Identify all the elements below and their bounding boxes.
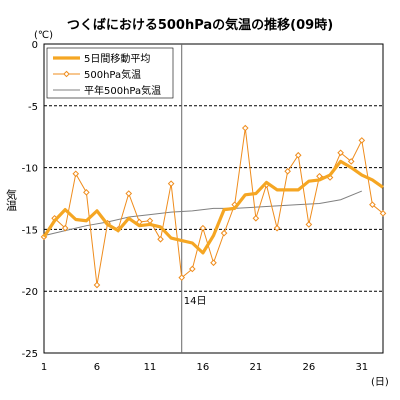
y-tick-label: -20	[22, 287, 38, 298]
temp-point-marker	[294, 151, 302, 159]
grid	[44, 105, 383, 292]
temp-point-marker	[358, 137, 366, 144]
x-tick-label: 21	[250, 362, 263, 373]
y-tick-label: 0	[32, 40, 38, 51]
temp-point-marker	[83, 189, 90, 196]
x-tick-label: 6	[94, 362, 100, 373]
x-tick-label: 1	[41, 362, 47, 373]
legend-label-moving-avg: 5日間移動平均	[84, 52, 150, 65]
temp-point-marker	[199, 224, 207, 232]
axes: 0-5-10-15-20-251 6 11 16 21 26 31(℃)(日)気温	[5, 30, 389, 388]
x-tick-label: 11	[144, 362, 157, 373]
temp-point-marker	[379, 210, 387, 217]
series-layer	[40, 124, 387, 289]
x-unit-label: (日)	[371, 377, 389, 388]
temp-point-marker	[337, 149, 344, 157]
temp-point-marker	[241, 124, 249, 132]
temp-point-marker	[220, 229, 228, 237]
temp-point-marker	[284, 168, 291, 175]
temp-point-marker	[157, 235, 164, 243]
series-line-normal	[43, 190, 363, 237]
legend-label-temp: 500hPa気温	[84, 68, 141, 81]
y-tick-label: -15	[22, 225, 38, 236]
plot-frame	[43, 43, 384, 354]
y-tick-label: -25	[22, 349, 38, 360]
temp-point-marker	[61, 224, 69, 232]
x-tick-label: 26	[302, 362, 315, 373]
annotation-label: 14日	[184, 296, 207, 307]
temp-point-marker	[93, 281, 101, 289]
temp-point-marker	[72, 170, 80, 178]
y-unit-label: (℃)	[34, 30, 53, 41]
y-tick-label: -10	[22, 164, 38, 175]
annotation: 14日	[181, 44, 207, 353]
temp-point-marker	[273, 224, 281, 232]
temp-point-marker	[305, 221, 313, 228]
temp-point-marker	[178, 274, 186, 281]
temp-point-marker	[146, 217, 154, 225]
temp-point-marker	[347, 158, 355, 165]
y-axis-label: 気温	[5, 188, 18, 211]
series-line-moving-avg	[42, 159, 384, 255]
temp-point-marker	[252, 214, 260, 222]
temp-point-marker	[189, 265, 196, 273]
x-tick-label: 31	[355, 362, 368, 373]
temp-point-marker	[369, 201, 376, 208]
temp-point-marker	[125, 190, 133, 197]
x-tick-label: 16	[197, 362, 210, 373]
temp-point-marker	[167, 180, 175, 187]
temp-point-marker	[210, 259, 217, 267]
legend-swatch-temp-marker	[63, 70, 70, 78]
y-tick-label: -5	[28, 102, 38, 113]
chart-title: つくばにおける500hPaの気温の推移(09時)	[66, 18, 334, 33]
legend-label-normal: 平年500hPa気温	[84, 84, 161, 97]
